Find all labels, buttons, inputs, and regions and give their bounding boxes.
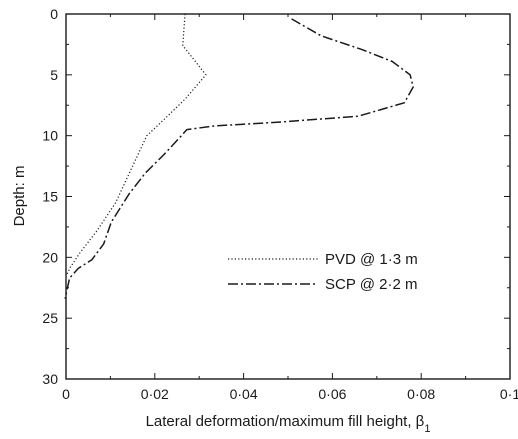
series-line-pvd: [65, 13, 207, 276]
x-tick-label: 0·02: [141, 386, 169, 402]
x-axis-title-main: Lateral deformation/maximum fill height,…: [146, 413, 425, 430]
y-tick-label: 0: [50, 6, 58, 22]
y-tick-label: 30: [42, 371, 58, 387]
y-tick-label: 15: [42, 189, 58, 205]
y-tick-label: 20: [42, 249, 58, 265]
x-tick-label: 0: [62, 386, 70, 402]
series-line-scp: [64, 18, 414, 299]
ticks: [65, 13, 511, 380]
y-tick-label: 25: [42, 310, 58, 326]
x-tick-label: 0·08: [407, 386, 435, 402]
x-axis-title: Lateral deformation/maximum fill height,…: [146, 413, 431, 435]
legend: PVD @ 1·3 m SCP @ 2·2 m: [228, 251, 418, 293]
x-tick-label: 0·04: [230, 386, 258, 402]
legend-label-scp: SCP @ 2·2 m: [325, 276, 417, 293]
y-axis-title: Depth: m: [11, 166, 28, 227]
plot-frame: [65, 13, 511, 380]
y-tick-label: 10: [42, 128, 58, 144]
series-layer: [64, 13, 414, 299]
x-tick-label: 0·06: [318, 386, 346, 402]
x-axis-title-subscript: 1: [424, 423, 430, 435]
legend-label-pvd: PVD @ 1·3 m: [325, 251, 418, 268]
y-tick-label: 5: [50, 67, 58, 83]
x-tick-label: 0·1: [500, 386, 518, 402]
